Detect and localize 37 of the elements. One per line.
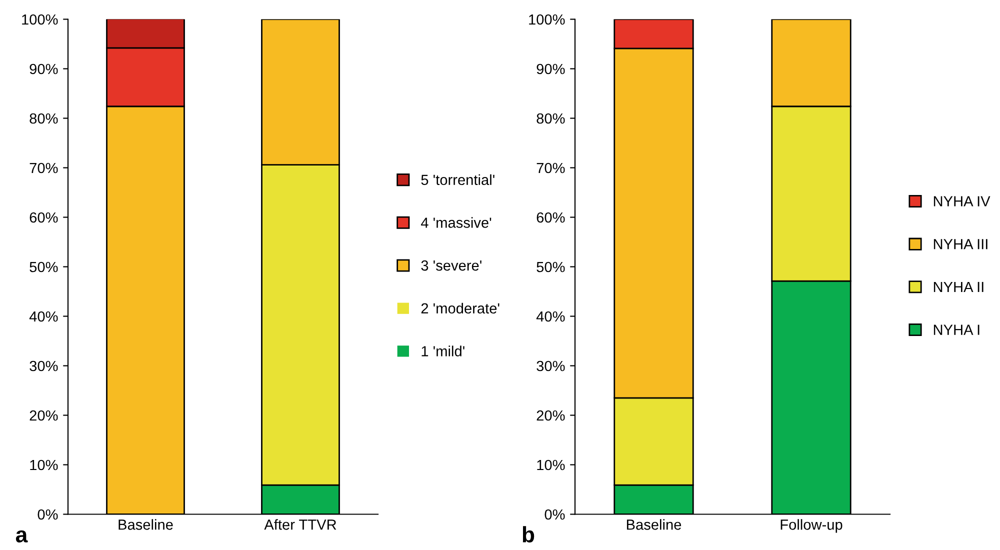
y-tick-label: 50%	[536, 262, 565, 272]
y-tick-label: 30%	[30, 360, 58, 372]
legend-label: 3 'severe'	[421, 260, 482, 271]
y-tick-label: 100%	[22, 14, 58, 25]
y-tick-label: 0%	[38, 509, 58, 520]
legend-label: 4 'massive'	[420, 217, 492, 228]
legend-label: 2 'moderate'	[421, 302, 500, 314]
x-tick-label: After TTVR	[264, 519, 336, 530]
y-tick-label: 70%	[30, 162, 58, 174]
y-tick-label: 40%	[536, 311, 565, 322]
text: b	[522, 526, 534, 542]
y-tick-label: 0%	[544, 509, 565, 520]
legend-label: 5 'torrential'	[421, 174, 494, 186]
y-tick-label: 90%	[30, 64, 58, 74]
y-tick-label: 50%	[30, 262, 58, 272]
y-tick-label: 30%	[536, 360, 565, 372]
y-tick-label: 80%	[30, 113, 58, 124]
legend-label: NYHA II	[934, 282, 984, 292]
y-tick-label: 20%	[536, 410, 565, 421]
y-tick-label: 100%	[529, 14, 565, 25]
y-tick-label: 20%	[30, 410, 58, 421]
y-tick-label: 90%	[536, 64, 565, 74]
text: a	[16, 530, 28, 542]
y-tick-label: 40%	[29, 311, 58, 322]
y-tick-label: 60%	[30, 212, 58, 223]
y-tick-label: 80%	[536, 113, 565, 124]
y-tick-label: 70%	[536, 162, 565, 174]
legend-label: NYHA IV	[934, 196, 990, 206]
y-tick-label: 10%	[537, 460, 565, 470]
y-tick-label: 60%	[536, 212, 565, 223]
legend-label: NYHA I	[934, 324, 980, 335]
legend-label: NYHA III	[934, 239, 988, 250]
x-tick-label: Baseline	[626, 519, 682, 530]
y-tick-label: 10%	[30, 460, 58, 470]
x-tick-label: Follow-up	[780, 519, 842, 533]
legend-label: 1 'mild'	[422, 346, 464, 356]
x-tick-label: Baseline	[118, 519, 173, 530]
